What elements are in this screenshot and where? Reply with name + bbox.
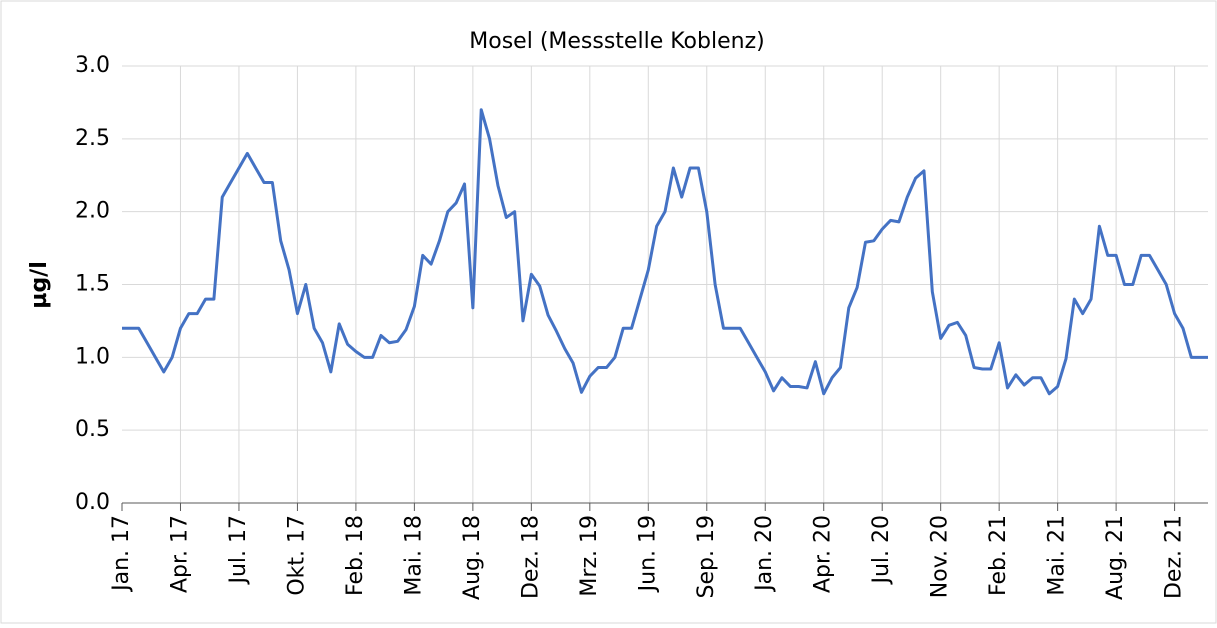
x-tick-label: Feb. 21 — [986, 515, 1011, 596]
x-tick-label: Dez. 21 — [1162, 515, 1187, 599]
x-tick-label: Jan. 17 — [109, 515, 134, 593]
chart-title: Mosel (Messstelle Koblenz) — [469, 29, 764, 54]
y-tick-label: 1.5 — [75, 272, 110, 297]
x-tick-label: Mai. 18 — [401, 515, 426, 596]
y-tick-label: 0.5 — [75, 417, 110, 442]
data-line — [122, 108, 1208, 396]
x-tick-label: Nov. 20 — [928, 515, 953, 598]
y-axis-label: µg/l — [27, 261, 52, 309]
y-tick-label: 1.0 — [75, 344, 110, 369]
x-tick-label: Aug. 18 — [460, 515, 485, 600]
x-tick-label: Jul. 17 — [226, 515, 251, 586]
y-tick-label: 0.0 — [75, 490, 110, 515]
y-tick-label: 2.5 — [75, 126, 110, 151]
x-tick-label: Mrz. 19 — [577, 515, 602, 597]
x-tick-label: Jul. 20 — [869, 515, 894, 586]
x-tick-label: Okt. 17 — [284, 515, 309, 596]
x-tick-label: Dez. 18 — [518, 515, 543, 599]
x-tick-label: Apr. 17 — [167, 515, 192, 593]
y-tick-label: 3.0 — [75, 53, 110, 78]
x-tick-label: Sep. 19 — [694, 515, 719, 598]
x-tick-label: Aug. 21 — [1103, 515, 1128, 600]
x-tick-label: Jan. 20 — [752, 515, 777, 593]
x-tick-label: Apr. 20 — [811, 515, 836, 593]
x-tick-label: Mai. 21 — [1045, 515, 1070, 596]
y-tick-label: 2.0 — [75, 199, 110, 224]
x-tick-label: Jun. 19 — [635, 515, 660, 593]
x-tick-label: Feb. 18 — [343, 515, 368, 596]
